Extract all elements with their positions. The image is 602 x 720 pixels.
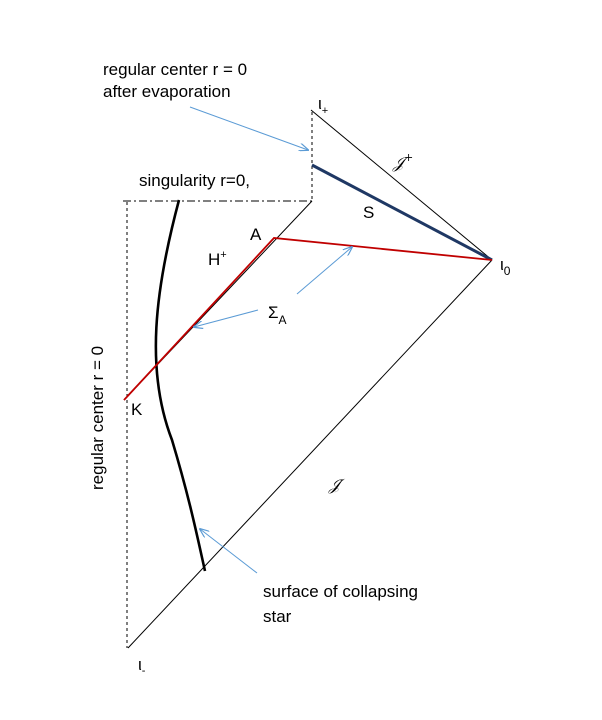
scri-minus-line: [127, 259, 493, 649]
sigma-a-label: ΣA: [268, 303, 287, 327]
scri-plus-line: [310, 109, 493, 261]
surface-label-line1: surface of collapsing: [263, 582, 418, 601]
arrow-sigma-to-horizon: [194, 309, 259, 327]
scri-plus-label: 𝒥+: [392, 151, 413, 172]
point-k-label: K: [131, 400, 143, 419]
s-label: S: [363, 203, 374, 222]
arrow-sigma-to-segment: [296, 247, 352, 295]
surface-label-line2: star: [263, 607, 292, 626]
h-plus-label: H+: [208, 249, 227, 269]
arrow-to-evaporation-center: [189, 106, 308, 150]
sigma-a-hypersurface-line: [123, 237, 493, 401]
regular-center-after-label-line2: after evaporation: [103, 82, 231, 101]
collapsing-star-surface: [154, 199, 207, 572]
singularity-label: singularity r=0,: [139, 171, 250, 190]
i-zero-label: ι0: [500, 255, 511, 278]
regular-center-vertical-label: regular center r = 0: [88, 346, 107, 490]
i-minus-label: ι-: [138, 655, 146, 677]
point-a-label: A: [250, 225, 262, 244]
i-plus-label: ι+: [318, 94, 328, 117]
arrow-to-star-surface: [200, 529, 258, 574]
regular-center-after-label-line1: regular center r = 0: [103, 60, 247, 79]
scri-minus-label: 𝒥-: [328, 473, 346, 494]
s-hypersurface-line: [311, 163, 493, 262]
